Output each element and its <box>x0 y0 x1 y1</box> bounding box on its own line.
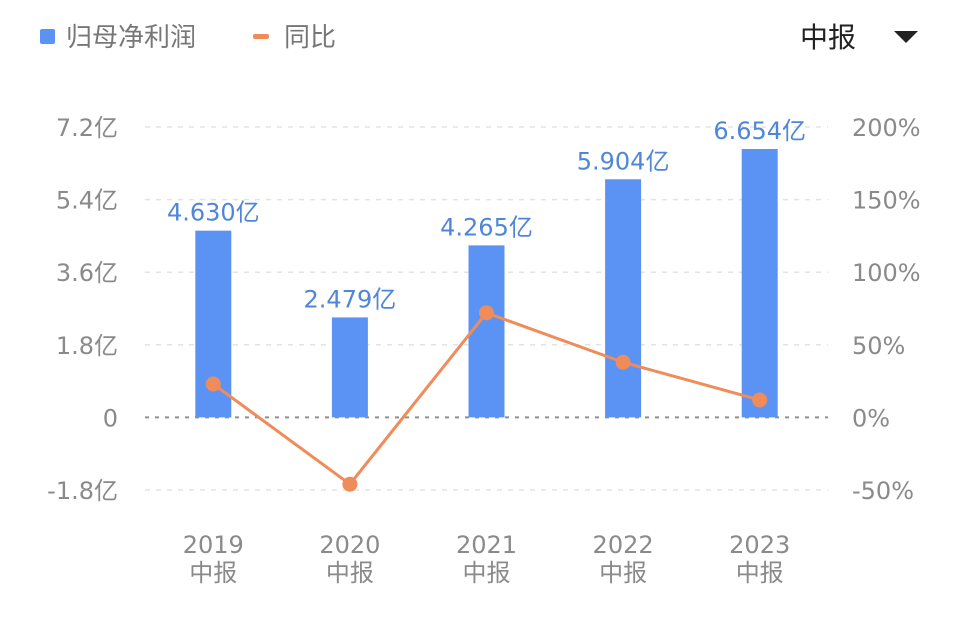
legend: 归母净利润 同比 <box>40 23 336 53</box>
x-tick-label: 2023 中报 <box>729 531 790 587</box>
yoy-point[interactable] <box>615 354 631 370</box>
left-tick-label: 1.8亿 <box>56 332 118 360</box>
bar-series <box>195 149 778 418</box>
legend-marker-yoy <box>253 34 269 39</box>
x-tick-label: 2022 中报 <box>593 531 654 587</box>
bar-value-label: 4.630亿 <box>167 199 260 227</box>
left-tick-label: 7.2亿 <box>56 114 118 142</box>
x-axis: 2019 中报 2020 中报 2021 中报 2022 中报 2023 中报 <box>183 531 790 587</box>
yoy-point[interactable] <box>752 392 768 408</box>
bar[interactable] <box>605 179 642 418</box>
bar-value-label: 6.654亿 <box>713 117 806 145</box>
bar-value-label: 2.479亿 <box>304 285 397 313</box>
right-tick-label: 100% <box>852 259 921 287</box>
bar-value-label: 4.265亿 <box>440 213 533 241</box>
legend-item-net-profit[interactable]: 归母净利润 <box>40 23 196 53</box>
bar[interactable] <box>331 317 368 418</box>
legend-item-yoy[interactable]: 同比 <box>253 23 336 53</box>
legend-label-net-profit: 归母净利润 <box>66 23 196 53</box>
right-tick-label: 150% <box>852 187 921 215</box>
caret-down-icon <box>894 31 918 43</box>
right-tick-label: 0% <box>852 404 890 432</box>
period-selector-label: 中报 <box>800 21 856 54</box>
legend-marker-net-profit <box>40 29 55 44</box>
legend-label-yoy: 同比 <box>284 23 336 53</box>
left-tick-label: 0 <box>103 404 118 432</box>
yoy-point[interactable] <box>342 476 358 492</box>
x-tick-label: 2021 中报 <box>456 531 517 587</box>
bar-labels: 4.630亿 2.479亿 4.265亿 5.904亿 6.654亿 <box>167 117 806 313</box>
left-tick-label: -1.8亿 <box>47 477 118 505</box>
left-tick-label: 5.4亿 <box>56 187 118 215</box>
left-tick-label: 3.6亿 <box>56 259 118 287</box>
right-axis: 200% 150% 100% 50% 0% -50% <box>852 114 921 505</box>
yoy-point[interactable] <box>479 305 494 321</box>
yoy-point[interactable] <box>205 376 221 392</box>
x-tick-label: 2019 中报 <box>183 531 244 587</box>
line-series <box>205 305 768 492</box>
right-tick-label: 50% <box>852 332 905 360</box>
left-axis: 7.2亿 5.4亿 3.6亿 1.8亿 0 -1.8亿 <box>47 114 118 505</box>
right-tick-label: -50% <box>852 477 914 505</box>
bar[interactable] <box>741 149 778 418</box>
bar-value-label: 5.904亿 <box>577 147 670 175</box>
right-tick-label: 200% <box>852 114 921 142</box>
period-selector[interactable]: 中报 <box>800 21 918 54</box>
bar[interactable] <box>468 245 505 418</box>
x-tick-label: 2020 中报 <box>319 531 380 587</box>
